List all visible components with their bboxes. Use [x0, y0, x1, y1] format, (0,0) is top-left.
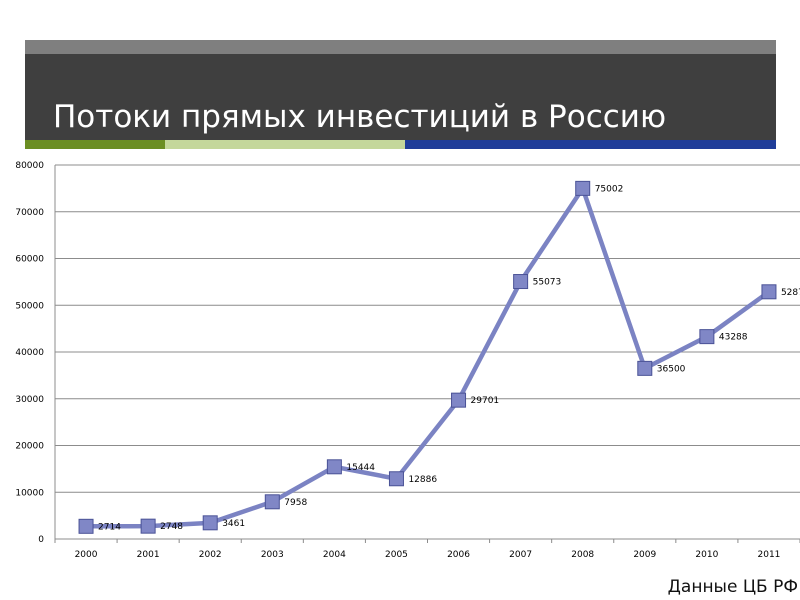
data-label: 12886 [408, 475, 437, 485]
data-label: 55073 [533, 278, 562, 288]
data-point-marker [326, 459, 342, 475]
data-label: 3461 [222, 519, 245, 529]
x-tick-label: 2007 [509, 550, 532, 560]
data-point-marker [761, 284, 777, 300]
y-tick-label: 30000 [15, 395, 44, 405]
x-tick-label: 2004 [323, 550, 346, 560]
source-note: Данные ЦБ РФ [667, 577, 798, 597]
accent-stripe-green [25, 140, 165, 149]
x-tick-label: 2002 [199, 550, 222, 560]
data-label: 43288 [719, 333, 748, 343]
data-label: 36500 [657, 364, 686, 374]
y-tick-label: 80000 [15, 161, 44, 171]
x-tick-label: 2010 [695, 550, 718, 560]
accent-stripe-light-green [165, 140, 405, 149]
data-label: 29701 [471, 396, 500, 406]
data-label: 75002 [595, 184, 624, 194]
data-point-marker [264, 494, 280, 510]
accent-stripe-blue [405, 140, 776, 149]
y-tick-label: 50000 [15, 301, 44, 311]
x-tick-label: 2001 [137, 550, 160, 560]
title-banner-top-strip [25, 40, 776, 54]
data-label: 2714 [98, 522, 121, 532]
data-label: 7958 [284, 498, 307, 508]
data-point-marker [78, 518, 94, 534]
data-point-marker [140, 518, 156, 534]
data-point-marker [388, 471, 404, 487]
data-point-marker [513, 274, 529, 290]
x-tick-label: 2009 [633, 550, 656, 560]
x-tick-label: 2000 [75, 550, 98, 560]
y-tick-label: 20000 [15, 442, 44, 452]
x-tick-label: 2006 [447, 550, 470, 560]
data-label: 2748 [160, 522, 183, 532]
data-point-marker [699, 329, 715, 345]
x-tick-label: 2003 [261, 550, 284, 560]
x-tick-label: 2008 [571, 550, 594, 560]
data-label: 15444 [346, 463, 375, 473]
y-tick-label: 10000 [15, 488, 44, 498]
investment-line-chart: 0 10000 20000 30000 40000 50000 60000 70000 8000… [15, 161, 800, 560]
data-label: 52878 [781, 288, 800, 298]
slide-title: Потоки прямых инвестиций в Россию [53, 99, 667, 135]
x-tick-label: 2005 [385, 550, 408, 560]
data-point-marker [637, 360, 653, 376]
title-banner: Потоки прямых инвестиций в Россию [25, 54, 776, 140]
y-tick-label: 0 [38, 535, 44, 545]
y-tick-label: 70000 [15, 208, 44, 218]
data-point-marker [451, 392, 467, 408]
y-tick-label: 40000 [15, 348, 44, 358]
data-point-marker [202, 515, 218, 531]
data-point-marker [575, 180, 591, 196]
y-tick-label: 60000 [15, 255, 44, 265]
series-line [83, 186, 772, 529]
x-tick-label: 2011 [758, 550, 781, 560]
